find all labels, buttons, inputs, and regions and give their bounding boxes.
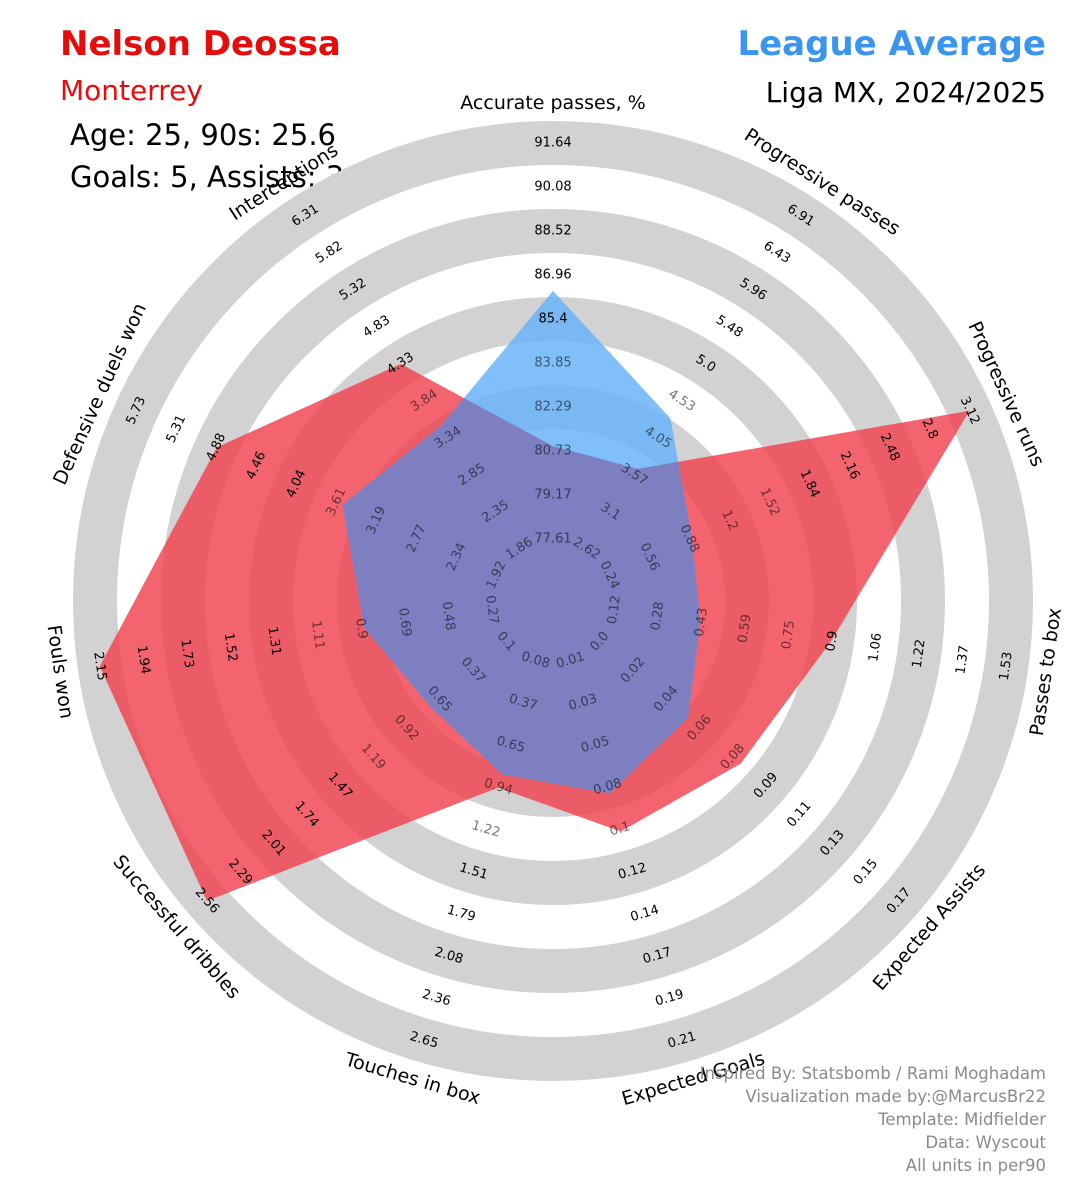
tick-label: 4.83 (361, 313, 393, 341)
category-label: Accurate passes, % (460, 92, 645, 114)
tick-label: 91.64 (534, 136, 571, 151)
tick-label: 0.43 (692, 607, 711, 638)
tick-label: 6.43 (761, 239, 793, 267)
tick-label: 5.82 (313, 239, 345, 267)
player-goals-assists: Goals: 5, Assists: 3 (70, 160, 345, 194)
tick-label: 86.96 (534, 268, 571, 283)
tick-label: 1.94 (134, 645, 153, 676)
tick-label: 1.79 (445, 903, 477, 926)
tick-label: 0.15 (851, 856, 881, 888)
player-age-minutes: Age: 25, 90s: 25.6 (70, 118, 336, 152)
category-label: Fouls won (43, 624, 78, 721)
tick-label: 82.29 (534, 400, 571, 415)
tick-label: 77.61 (534, 532, 571, 547)
tick-label: 1.37 (953, 645, 972, 676)
tick-label: 0.9 (823, 630, 841, 653)
tick-label: 0.11 (784, 799, 814, 831)
tick-label: 0.12 (605, 594, 624, 625)
tick-label: 83.85 (534, 356, 571, 371)
player-name: Nelson Deossa (60, 24, 341, 64)
tick-label: 4.53 (665, 387, 697, 415)
tick-label: 0.69 (395, 607, 414, 638)
tick-label: 90.08 (534, 180, 571, 195)
tick-label: 0.59 (736, 613, 755, 644)
tick-label: 2.15 (90, 651, 109, 682)
radar-ring (73, 121, 1033, 1081)
tick-label: 0.48 (439, 601, 458, 632)
comparison-season: Liga MX, 2024/2025 (765, 76, 1046, 109)
tick-label: 1.22 (470, 818, 502, 841)
credits: Inspired By: Statsbomb / Rami Moghadam V… (700, 1062, 1046, 1177)
credit-line: All units in per90 (905, 1156, 1046, 1175)
tick-label: 1.22 (910, 638, 929, 669)
credit-line: Template: Midfielder (878, 1110, 1046, 1129)
credit-line: Inspired By: Statsbomb / Rami Moghadam (699, 1064, 1046, 1083)
tick-label: 1.31 (264, 626, 283, 657)
player-team: Monterrey (60, 74, 203, 107)
tick-label: 1.11 (308, 620, 327, 651)
tick-label: 88.52 (534, 224, 571, 239)
tick-label: 79.17 (534, 488, 571, 503)
tick-label: 80.73 (534, 444, 571, 459)
tick-label: 0.19 (654, 987, 686, 1010)
tick-label: 0.28 (648, 601, 667, 632)
tick-label: 1.73 (177, 638, 196, 669)
tick-label: 0.27 (482, 594, 501, 625)
tick-label: 0.1 (608, 819, 632, 839)
radar-polygons (99, 290, 970, 901)
tick-label: 0.75 (779, 620, 798, 651)
comparison-name: League Average (737, 24, 1046, 64)
tick-label: 1.53 (997, 651, 1016, 682)
tick-label: 0.9 (352, 617, 370, 640)
credit-line: Visualization made by:@MarcusBr22 (745, 1087, 1046, 1106)
tick-label: 2.36 (420, 987, 452, 1010)
tick-label: 5.48 (713, 313, 745, 341)
tick-label: 1.52 (221, 632, 240, 663)
tick-label: 0.14 (629, 903, 661, 926)
tick-label: 85.4 (539, 312, 568, 327)
tick-label: 1.06 (866, 632, 885, 663)
tick-label: 5.31 (164, 413, 190, 446)
credit-line: Data: Wyscout (925, 1133, 1046, 1152)
